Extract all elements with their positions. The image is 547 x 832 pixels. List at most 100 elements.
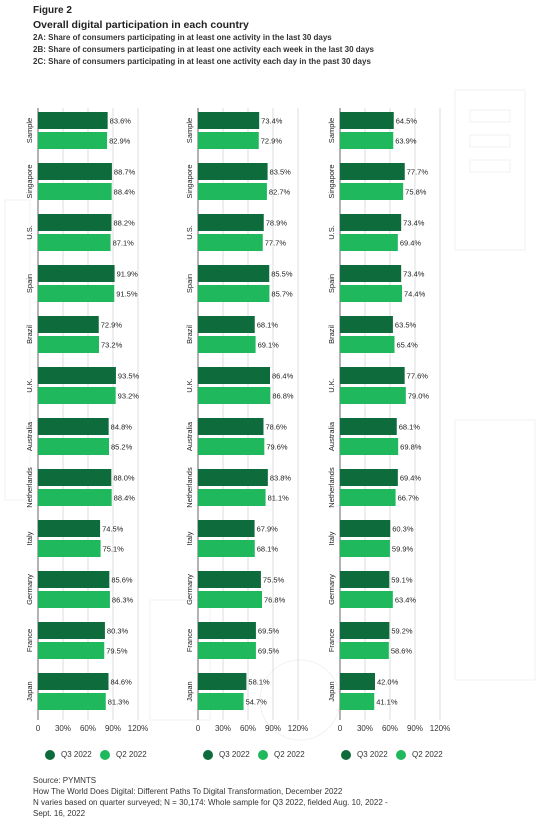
category-label: Italy bbox=[25, 531, 34, 545]
data-label: 58.1% bbox=[248, 678, 270, 687]
footer: Source: PYMNTS How The World Does Digita… bbox=[33, 775, 523, 819]
category-label: Sample bbox=[25, 118, 34, 143]
data-label: 59.2% bbox=[391, 627, 413, 636]
data-label: 78.6% bbox=[266, 423, 288, 432]
x-tick-label: 90% bbox=[407, 724, 423, 733]
x-tick-label: 30% bbox=[55, 724, 71, 733]
category-label: Singapore bbox=[185, 164, 194, 198]
bar-q3 bbox=[198, 622, 256, 639]
bar-q2 bbox=[38, 336, 99, 353]
x-tick-label: 60% bbox=[382, 724, 398, 733]
x-tick-label: 120% bbox=[128, 724, 148, 733]
chart-title: Overall digital participation in each co… bbox=[33, 19, 249, 31]
category-label: Australia bbox=[25, 421, 34, 451]
category-label: Australia bbox=[327, 421, 336, 451]
bar-q2 bbox=[340, 234, 398, 251]
bar-q2 bbox=[198, 591, 262, 608]
x-tick-label: 30% bbox=[357, 724, 373, 733]
category-label: Netherlands bbox=[327, 467, 336, 508]
x-tick-label: 0 bbox=[338, 724, 343, 733]
subtitle-2c: 2C: Share of consumers participating in … bbox=[33, 57, 371, 66]
data-label: 82.7% bbox=[269, 188, 291, 197]
subtitle-2a: 2A: Share of consumers participating in … bbox=[33, 33, 332, 42]
bar-q3 bbox=[38, 520, 101, 537]
bar-q2 bbox=[198, 387, 271, 404]
legend-label-q2: Q2 2022 bbox=[412, 750, 443, 759]
data-label: 80.3% bbox=[107, 627, 129, 636]
category-label: France bbox=[327, 629, 336, 652]
data-label: 85.6% bbox=[111, 576, 133, 585]
category-label: Australia bbox=[185, 421, 194, 451]
data-label: 82.9% bbox=[109, 137, 131, 146]
data-label: 69.5% bbox=[258, 627, 280, 636]
data-label: 93.2% bbox=[118, 392, 140, 401]
bar-q3 bbox=[38, 571, 110, 588]
bar-q2 bbox=[340, 642, 389, 659]
bar-q2 bbox=[38, 540, 101, 557]
legend-swatch-q3 bbox=[341, 750, 351, 760]
data-label: 60.3% bbox=[392, 525, 414, 534]
bar-q3 bbox=[340, 469, 398, 486]
x-tick-label: 120% bbox=[430, 724, 450, 733]
bar-q2 bbox=[38, 387, 116, 404]
bar-chart-svg: 0 30% 60% 90% 120% Sample 73.4% 72.9% Singapore 8… bbox=[185, 108, 308, 733]
category-label: Sample bbox=[327, 118, 336, 143]
category-label: Netherlands bbox=[185, 467, 194, 508]
data-label: 81.1% bbox=[268, 494, 290, 503]
data-label: 69.1% bbox=[258, 341, 280, 350]
bar-q2 bbox=[38, 183, 112, 200]
data-label: 91.9% bbox=[117, 270, 139, 279]
bar-q3 bbox=[198, 469, 268, 486]
data-label: 68.1% bbox=[399, 423, 421, 432]
data-label: 69.4% bbox=[400, 239, 422, 248]
category-label: Japan bbox=[327, 681, 336, 701]
bar-q3 bbox=[38, 163, 112, 180]
data-label: 72.9% bbox=[101, 321, 123, 330]
bar-chart-svg: 0 30% 60% 90% 120% Sample 64.5% 63.9% Singapore 7… bbox=[327, 108, 450, 733]
data-label: 42.0% bbox=[377, 678, 399, 687]
data-label: 69.4% bbox=[400, 474, 422, 483]
data-label: 77.6% bbox=[407, 372, 429, 381]
bar-q2 bbox=[340, 489, 396, 506]
category-label: U.S. bbox=[185, 225, 194, 240]
footer-date-line: Sept. 16, 2022 bbox=[33, 809, 86, 818]
bar-q3 bbox=[340, 214, 402, 231]
category-label: Germany bbox=[185, 574, 194, 605]
category-label: U.K. bbox=[25, 378, 34, 393]
bar-q3 bbox=[38, 673, 109, 690]
x-tick-label: 60% bbox=[80, 724, 96, 733]
bar-q2 bbox=[198, 336, 256, 353]
bar-q2 bbox=[340, 132, 394, 149]
data-label: 77.7% bbox=[265, 239, 287, 248]
legend-label-q2: Q2 2022 bbox=[274, 750, 305, 759]
data-label: 73.4% bbox=[403, 219, 425, 228]
bar-q3 bbox=[340, 418, 397, 435]
x-tick-label: 30% bbox=[215, 724, 231, 733]
bar-q2 bbox=[198, 540, 255, 557]
chart-panel-2b: 0 30% 60% 90% 120% Sample 73.4% 72.9% Singapore 8… bbox=[185, 95, 318, 733]
category-label: Sample bbox=[185, 118, 194, 143]
bar-q2 bbox=[198, 489, 266, 506]
data-label: 54.7% bbox=[246, 698, 268, 707]
data-label: 85.2% bbox=[111, 443, 133, 452]
legend-swatch-q2 bbox=[258, 750, 268, 760]
bar-q2 bbox=[38, 438, 109, 455]
data-label: 63.5% bbox=[395, 321, 417, 330]
category-label: U.K. bbox=[327, 378, 336, 393]
bar-chart-svg: 0 30% 60% 90% 120% Sample 83.6% 82.9% Singapore 8… bbox=[25, 108, 148, 733]
data-label: 76.8% bbox=[264, 596, 286, 605]
bar-q2 bbox=[340, 183, 404, 200]
subtitle-2b: 2B: Share of consumers participating in … bbox=[33, 45, 375, 54]
data-label: 73.4% bbox=[403, 270, 425, 279]
data-label: 75.5% bbox=[263, 576, 285, 585]
header: Figure 2 Overall digital participation i… bbox=[33, 4, 374, 68]
bar-q2 bbox=[38, 234, 111, 251]
data-label: 81.3% bbox=[108, 698, 130, 707]
data-label: 85.5% bbox=[271, 270, 293, 279]
bar-q2 bbox=[198, 183, 267, 200]
legend-swatch-q3 bbox=[45, 750, 55, 760]
bar-q2 bbox=[38, 642, 105, 659]
bar-q2 bbox=[340, 540, 390, 557]
data-label: 86.4% bbox=[272, 372, 294, 381]
bar-q3 bbox=[198, 367, 270, 384]
